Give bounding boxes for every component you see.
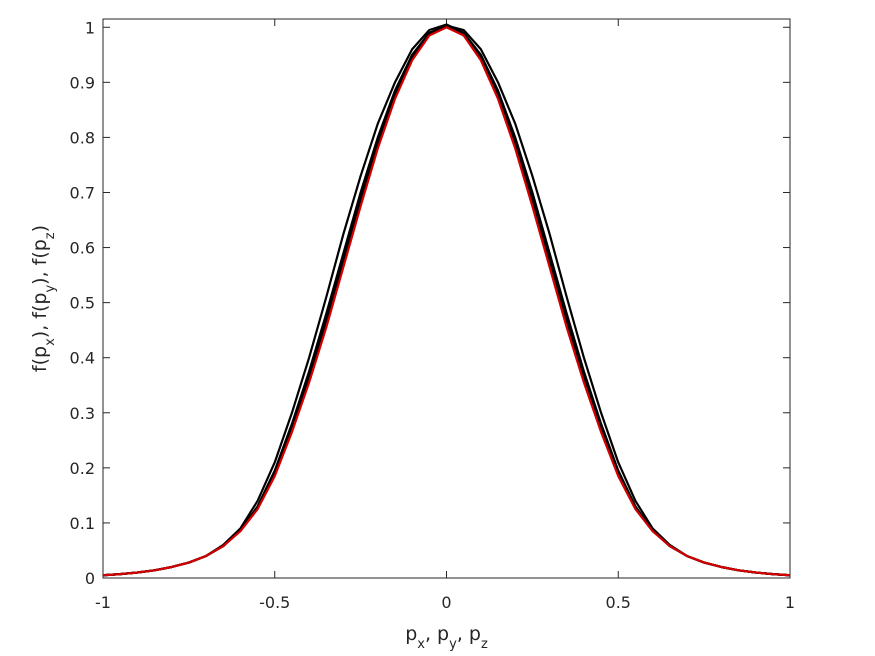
y-tick-label: 0: [85, 569, 95, 588]
y-tick-label: 0.5: [70, 294, 95, 313]
x-tick-label: 0: [441, 593, 451, 612]
x-tick-label: -0.5: [259, 593, 290, 612]
y-axis-label: f(px), f(py), f(pz): [29, 225, 58, 372]
x-axis-label-part: z: [481, 637, 488, 652]
x-axis-label-part: y: [449, 637, 457, 652]
y-axis-label-part: f(p: [29, 346, 51, 372]
x-tick-label: -1: [95, 593, 111, 612]
y-tick-label: 0.2: [70, 459, 95, 478]
x-tick-label: 0.5: [606, 593, 631, 612]
y-tick-label: 0.6: [70, 239, 95, 258]
y-axis-label-part: ): [29, 225, 51, 232]
y-tick-label: 0.9: [70, 73, 95, 92]
x-axis-label-part: , p: [457, 623, 481, 645]
y-tick-label: 0.3: [70, 404, 95, 423]
y-tick-label: 0.8: [70, 128, 95, 147]
x-axis-label-part: x: [417, 637, 425, 652]
y-tick-label: 0.4: [70, 349, 95, 368]
y-axis-label-part: ), f(p: [29, 293, 51, 339]
data-line: [102, 26, 791, 577]
y-axis-label-part: z: [43, 232, 58, 239]
y-tick-label: 1: [85, 18, 95, 37]
y-axis-label-part: x: [43, 338, 58, 346]
y-tick-label: 0.1: [70, 514, 95, 533]
y-axis-label-part: ), f(p: [29, 239, 51, 285]
x-axis-label: px, py, pz: [405, 623, 488, 652]
plot-box: [102, 18, 791, 579]
x-tick-label: 1: [785, 593, 795, 612]
x-axis-label-part: p: [405, 623, 417, 645]
y-tick-label: 0.7: [70, 183, 95, 202]
x-axis-label-part: , p: [425, 623, 449, 645]
y-axis-label-part: y: [43, 285, 58, 293]
